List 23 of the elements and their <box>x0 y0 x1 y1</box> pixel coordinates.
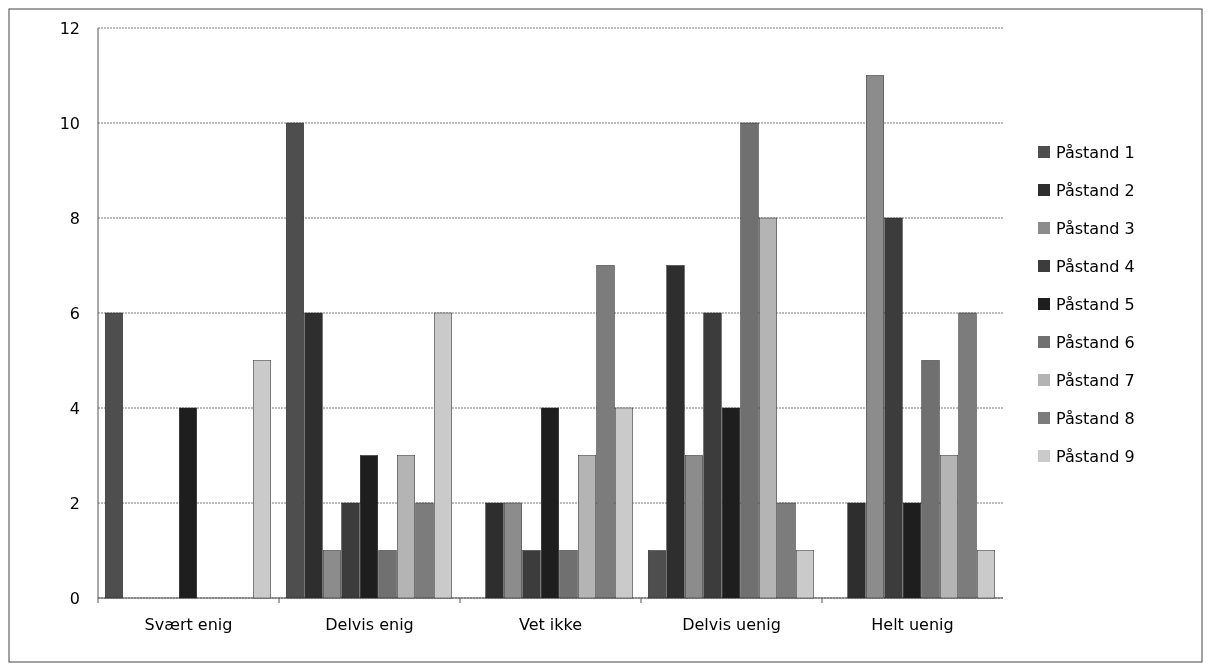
bar <box>179 407 197 599</box>
y-tick-label: 8 <box>69 208 80 228</box>
legend-label: Påstand 2 <box>1056 180 1135 200</box>
bar <box>253 360 272 599</box>
x-tick-label: Helt uenig <box>871 615 954 634</box>
x-tick-label: Vet ikke <box>518 615 583 634</box>
y-tick-label: 10 <box>59 113 80 133</box>
legend-label: Påstand 8 <box>1056 408 1135 428</box>
y-tick-label: 0 <box>69 588 80 608</box>
y-tick-label: 6 <box>69 303 80 323</box>
legend-label: Påstand 1 <box>1056 142 1135 162</box>
y-tick-label: 12 <box>59 18 80 38</box>
legend-label: Påstand 4 <box>1056 256 1135 276</box>
legend-label: Påstand 3 <box>1056 218 1135 238</box>
x-tick-label: Svært enig <box>144 615 233 634</box>
legend-label: Påstand 5 <box>1056 294 1135 314</box>
legend-label: Påstand 9 <box>1056 446 1135 466</box>
x-tick-label: Delvis enig <box>325 615 414 634</box>
legend-label: Påstand 6 <box>1056 332 1135 352</box>
x-tick-label: Delvis uenig <box>682 615 781 634</box>
y-tick-label: 4 <box>69 398 80 418</box>
legend-label: Påstand 7 <box>1056 370 1135 390</box>
y-tick-label: 2 <box>69 493 80 513</box>
